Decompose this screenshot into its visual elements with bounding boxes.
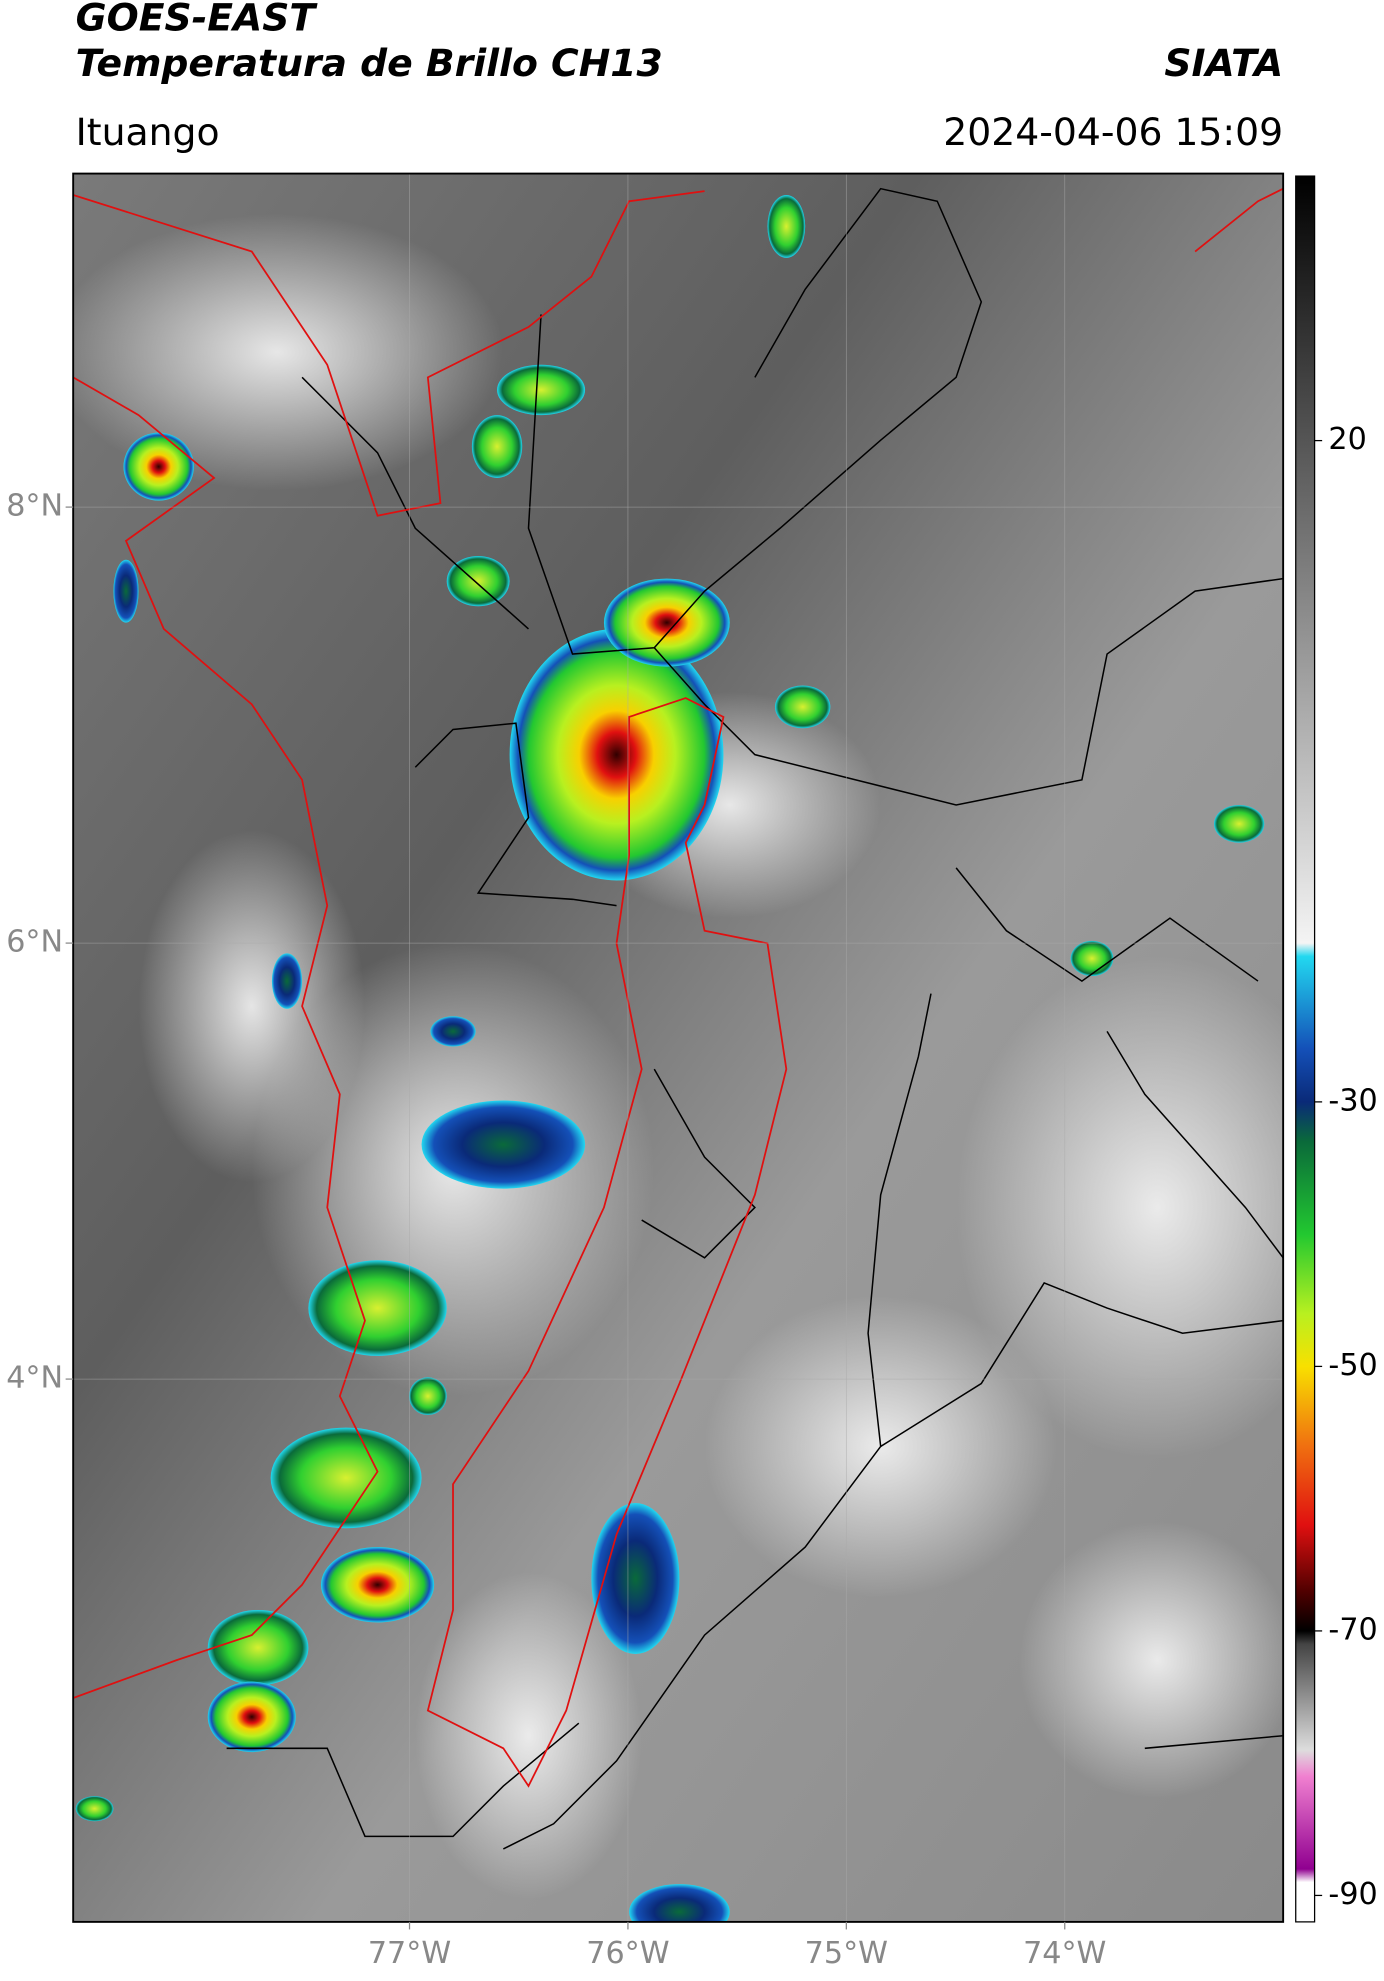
- map-frame: [72, 172, 1285, 1923]
- colorbar-tick-label: 20: [1328, 422, 1366, 457]
- lat-tick-label: 6°N: [6, 925, 63, 960]
- location: Ituango: [76, 110, 220, 154]
- lat-tick-label: 4°N: [6, 1361, 63, 1396]
- lat-tick-label: 8°N: [6, 489, 63, 524]
- lon-tick-label: 77°W: [368, 1936, 451, 1971]
- lon-tick-label: 76°W: [586, 1936, 669, 1971]
- colorbar-tick-label: -70: [1328, 1612, 1377, 1647]
- satellite-image: [73, 173, 1284, 1922]
- lon-tick-label: 74°W: [1023, 1936, 1106, 1971]
- lon-tick-label: 75°W: [805, 1936, 888, 1971]
- datetime: 2024-04-06 15:09: [943, 110, 1283, 154]
- colorbar-tick-label: -50: [1328, 1348, 1377, 1383]
- colorbar: [1295, 175, 1316, 1923]
- colorbar-tick-label: -90: [1328, 1877, 1377, 1912]
- colorbar-tick-label: -30: [1328, 1083, 1377, 1118]
- organization: SIATA: [1164, 41, 1283, 85]
- satellite: GOES-EAST: [76, 0, 319, 40]
- product: Temperatura de Brillo CH13: [76, 41, 663, 85]
